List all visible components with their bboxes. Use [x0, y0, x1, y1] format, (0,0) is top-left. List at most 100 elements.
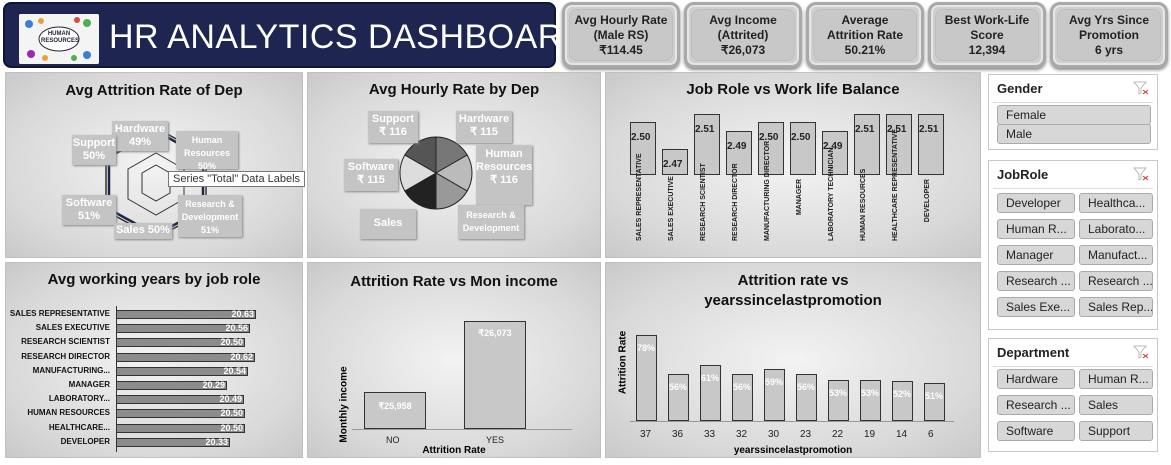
slicer-item-healthcare[interactable]: Healthca...: [1079, 193, 1153, 213]
panel-attrition-dep[interactable]: Avg Attrition Rate of Dep Hardware 49% Hu…: [5, 72, 306, 258]
worklife-value: 2.51: [919, 124, 939, 135]
x-tick-yes: YES: [486, 435, 505, 445]
panel-hourly-dep[interactable]: Avg Hourly Rate by Dep Support ₹ 116 Hard…: [307, 72, 601, 258]
panel-promotion[interactable]: Attrition rate vs yearssincelastpromotion…: [605, 262, 981, 458]
promotion-bar[interactable]: [668, 374, 689, 421]
working-years-category: MANUFACTURING...: [32, 365, 110, 375]
worklife-bar[interactable]: [758, 122, 784, 175]
promotion-category: 22: [832, 429, 844, 440]
working-years-category: SALES EXECUTIVE: [35, 323, 110, 333]
slicer-item-human-resources[interactable]: Human R...: [1079, 369, 1153, 389]
worklife-value: 2.51: [695, 124, 715, 135]
x-tick-no: NO: [386, 435, 400, 445]
kpi-label: Average Attrition Rate: [827, 12, 903, 42]
slicer-item-sales-executive[interactable]: Sales Exe...: [997, 297, 1075, 317]
slicer-gender[interactable]: Gender Female Male: [988, 74, 1158, 150]
kpi-label: Avg Yrs Since Promotion: [1068, 12, 1150, 42]
worklife-bar[interactable]: [726, 131, 752, 175]
worklife-bar[interactable]: [822, 131, 848, 175]
slicer-item-sales-representative[interactable]: Sales Rep...: [1079, 297, 1153, 317]
worklife-bar[interactable]: [886, 114, 912, 175]
worklife-bar[interactable]: [662, 149, 688, 175]
slicer-jobrole[interactable]: JobRole Developer Healthca... Human R...…: [988, 160, 1158, 330]
slicer-item-developer[interactable]: Developer: [997, 193, 1075, 213]
worklife-value: 2.51: [855, 124, 875, 135]
worklife-category: HEALTHCARE REPRESENTATIVE: [892, 128, 899, 241]
slicer-item-software[interactable]: Software: [997, 421, 1075, 441]
working-years-category: MANAGER: [68, 380, 110, 389]
worklife-value: 2.50: [791, 132, 811, 143]
x-axis-label: yearssincelastpromotion: [733, 445, 853, 456]
slicer-item-laboratory[interactable]: Laborato...: [1079, 219, 1153, 239]
promotion-value: 52%: [893, 389, 912, 399]
promotion-bar[interactable]: [860, 380, 881, 421]
kpi-card-income[interactable]: Avg Income (Attrited) ₹26,073: [684, 2, 802, 68]
slicer-item-manager[interactable]: Manager: [997, 245, 1075, 265]
kpi-card-worklife[interactable]: Best Work-Life Score 12,394: [928, 2, 1046, 68]
working-years-value: 20.33: [205, 436, 228, 447]
promotion-category: 14: [896, 429, 908, 440]
promotion-category: 6: [928, 429, 934, 440]
kpi-card-attrition[interactable]: Average Attrition Rate 50.21%: [806, 2, 924, 68]
clear-filter-icon[interactable]: [1133, 81, 1149, 95]
slicer-item-hardware[interactable]: Hardware: [997, 369, 1075, 389]
worklife-category: HUMAN RESOURCES: [860, 168, 867, 241]
working-years-value: 20.56: [225, 323, 248, 334]
kpi-label: Avg Hourly Rate (Male RS): [574, 12, 668, 42]
promotion-bar[interactable]: [924, 383, 945, 421]
slicer-item-support[interactable]: Support: [1079, 421, 1153, 441]
promotion-bar[interactable]: [892, 381, 913, 421]
slicer-item-research-2[interactable]: Research ...: [1079, 271, 1153, 291]
slicer-item-male[interactable]: Male: [997, 124, 1151, 144]
promotion-category: 36: [672, 429, 684, 440]
promotion-bar[interactable]: [700, 365, 721, 421]
kpi-value: 6 yrs: [1094, 42, 1124, 57]
worklife-bar[interactable]: [694, 114, 720, 175]
slicer-item-female[interactable]: Female: [997, 105, 1151, 125]
slicer-department[interactable]: Department Hardware Human R... Research …: [988, 338, 1158, 452]
x-axis-label: Attrition Rate: [422, 445, 486, 456]
slicer-title: Gender: [997, 81, 1043, 96]
slicer-item-manufacturing[interactable]: Manufact...: [1079, 245, 1153, 265]
promotion-value: 53%: [861, 388, 880, 398]
promotion-bar[interactable]: [796, 374, 817, 421]
label-human-resources: Human Resources ₹ 116: [476, 145, 532, 205]
panel-working-years[interactable]: Avg working years by job role SALES REPR…: [5, 262, 303, 458]
working-years-value: 20.50: [220, 337, 243, 348]
kpi-value: ₹26,073: [720, 42, 766, 57]
worklife-bar[interactable]: [630, 122, 656, 175]
worklife-bar[interactable]: [854, 114, 880, 175]
working-years-value: 20.62: [230, 351, 253, 362]
clear-filter-icon[interactable]: [1133, 167, 1149, 181]
slicer-item-sales[interactable]: Sales: [1079, 395, 1153, 415]
bar-no[interactable]: ₹25,958: [364, 392, 426, 429]
worklife-bar[interactable]: [790, 122, 816, 175]
promotion-bar[interactable]: [828, 380, 849, 421]
slicer-item-human-resources[interactable]: Human R...: [997, 219, 1075, 239]
panel-worklife[interactable]: Job Role vs Work life Balance 2.50 SALES …: [605, 72, 981, 258]
kpi-card-hourly[interactable]: Avg Hourly Rate (Male RS) ₹114.45: [562, 2, 680, 68]
x-axis-line: [352, 429, 572, 430]
promotion-bar[interactable]: [764, 369, 785, 421]
worklife-category: DEVELOPER: [924, 179, 931, 223]
worklife-bar[interactable]: [918, 114, 944, 175]
promotion-bar[interactable]: [636, 335, 657, 421]
kpi-label: Avg Income (Attrited): [709, 12, 777, 42]
promotion-bar[interactable]: [732, 374, 753, 421]
kpi-value: 50.21%: [844, 42, 886, 57]
promotion-value: 56%: [669, 382, 688, 392]
working-years-value: 20.49: [219, 394, 242, 405]
slicer-item-research[interactable]: Research ...: [997, 395, 1075, 415]
bar-yes[interactable]: ₹26,073: [464, 321, 526, 429]
logo-text: HUMAN RESOURCES: [41, 31, 80, 44]
slicer-item-research-1[interactable]: Research ...: [997, 271, 1075, 291]
kpi-card-promotion[interactable]: Avg Yrs Since Promotion 6 yrs: [1050, 2, 1168, 68]
promotion-value: 53%: [829, 388, 848, 398]
promotion-value: 56%: [797, 382, 816, 392]
working-years-category: HUMAN RESOURCES: [27, 408, 110, 418]
panel-income[interactable]: Attrition Rate vs Mon income Monthly inc…: [307, 262, 601, 458]
panel-title: Attrition rate vs yearssincelastpromotion: [704, 272, 882, 309]
x-axis-line: [630, 421, 954, 422]
panel-title: Avg working years by job role: [47, 271, 261, 288]
clear-filter-icon[interactable]: [1133, 345, 1149, 359]
